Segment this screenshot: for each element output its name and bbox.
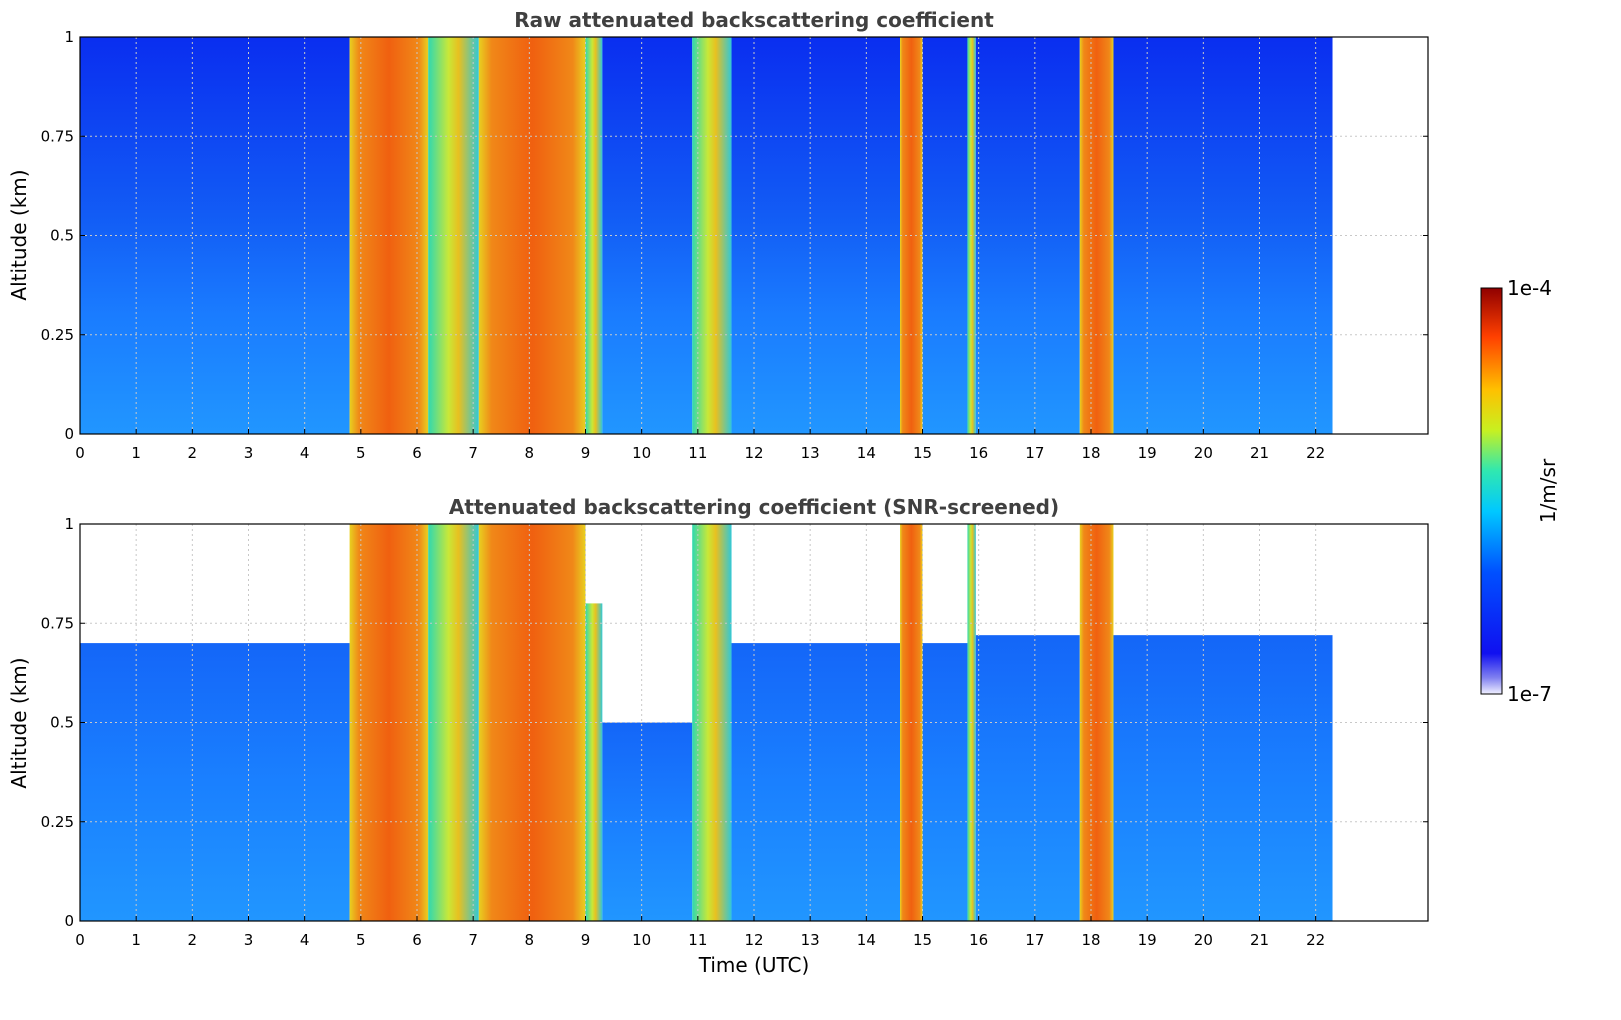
- x-tick-label: 22: [1306, 444, 1325, 462]
- colorbar-min-label: 1e-7: [1507, 682, 1552, 706]
- colorbar-unit-label: 1/m/sr: [1536, 458, 1560, 523]
- panel-raw-x-ticks: 0 1 2 3 4 5 6 7 8 9 10 11 12 13 14 15 16 17 18 19 20 21 22: [75, 429, 1325, 462]
- panel-screened-y-axis-label: Altitude (km): [7, 657, 31, 788]
- panel-screened-y-ticks: 0 0.25 0.5 0.75 1: [41, 515, 1428, 930]
- x-tick-label: 8: [525, 444, 535, 462]
- x-tick-label: 0: [75, 931, 85, 949]
- profile-segment-7: [731, 643, 901, 921]
- x-tick-label: 4: [300, 444, 310, 462]
- x-tick-label: 2: [188, 444, 198, 462]
- x-tick-label: 16: [969, 444, 988, 462]
- y-tick-label: 0.5: [50, 714, 74, 732]
- panel-raw-y-ticks: 0 0.25 0.5 0.75 1: [41, 28, 1428, 443]
- profile-segment-5: [602, 722, 693, 921]
- profile-segment-9: [922, 37, 968, 434]
- x-tick-label: 9: [581, 931, 591, 949]
- x-tick-label: 1: [131, 444, 141, 462]
- profile-segment-11: [975, 37, 1080, 434]
- colorbar: 1e-4 1e-7 1/m/sr: [1480, 276, 1560, 706]
- x-tick-label: 12: [744, 931, 763, 949]
- x-tick-label: 17: [1025, 444, 1044, 462]
- colorbar-gradient: [1480, 287, 1503, 695]
- x-tick-label: 13: [801, 444, 820, 462]
- x-tick-label: 10: [632, 444, 651, 462]
- x-tick-label: 18: [1081, 931, 1100, 949]
- y-tick-label: 0.75: [41, 127, 74, 145]
- profile-segment-3: [478, 524, 586, 921]
- x-tick-label: 10: [632, 931, 651, 949]
- y-tick-label: 0.25: [41, 326, 74, 344]
- x-tick-label: 19: [1138, 931, 1157, 949]
- x-tick-label: 19: [1138, 444, 1157, 462]
- panel-screened: Attenuated backscattering coefficient (S…: [7, 495, 1429, 977]
- profile-segment-4: [585, 603, 603, 921]
- y-tick-label: 0.25: [41, 813, 74, 831]
- profile-segment-0: [80, 643, 350, 921]
- panel-screened-grid: [79, 523, 1428, 922]
- y-tick-label: 1: [64, 28, 74, 46]
- x-tick-label: 5: [356, 931, 366, 949]
- x-tick-label: 8: [525, 931, 535, 949]
- panel-raw-y-axis-label: Altitude (km): [7, 169, 31, 300]
- x-tick-label: 15: [913, 444, 932, 462]
- panel-raw-title: Raw attenuated backscattering coefficien…: [514, 8, 994, 32]
- x-tick-label: 22: [1306, 931, 1325, 949]
- x-tick-label: 21: [1250, 444, 1269, 462]
- x-tick-label: 7: [468, 931, 478, 949]
- profile-segment-11: [975, 635, 1080, 921]
- x-tick-label: 1: [131, 931, 141, 949]
- x-tick-label: 14: [857, 444, 876, 462]
- profile-segment-9: [922, 643, 968, 921]
- profile-segment-5: [602, 37, 693, 434]
- x-tick-label: 20: [1194, 931, 1213, 949]
- x-tick-label: 11: [688, 931, 707, 949]
- y-tick-label: 1: [64, 515, 74, 533]
- panel-screened-title: Attenuated backscattering coefficient (S…: [449, 495, 1059, 519]
- x-tick-label: 3: [244, 444, 254, 462]
- x-tick-label: 16: [969, 931, 988, 949]
- x-tick-label: 17: [1025, 931, 1044, 949]
- x-tick-label: 9: [581, 444, 591, 462]
- panel-raw: Raw attenuated backscattering coefficien…: [7, 8, 1429, 462]
- y-tick-label: 0.5: [50, 227, 74, 245]
- x-tick-label: 14: [857, 931, 876, 949]
- x-axis-label: Time (UTC): [698, 953, 810, 977]
- x-tick-label: 12: [744, 444, 763, 462]
- x-tick-label: 6: [412, 444, 422, 462]
- x-tick-label: 7: [468, 444, 478, 462]
- x-tick-label: 3: [244, 931, 254, 949]
- x-tick-label: 5: [356, 444, 366, 462]
- y-tick-label: 0: [64, 912, 74, 930]
- y-tick-label: 0.75: [41, 614, 74, 632]
- panel-raw-grid: [79, 36, 1428, 435]
- x-tick-label: 6: [412, 931, 422, 949]
- x-tick-label: 2: [188, 931, 198, 949]
- x-tick-label: 13: [801, 931, 820, 949]
- y-tick-label: 0: [64, 425, 74, 443]
- x-tick-label: 11: [688, 444, 707, 462]
- profile-segment-13: [1113, 635, 1333, 921]
- x-tick-label: 20: [1194, 444, 1213, 462]
- x-tick-label: 15: [913, 931, 932, 949]
- x-tick-label: 18: [1081, 444, 1100, 462]
- x-tick-label: 21: [1250, 931, 1269, 949]
- x-tick-label: 0: [75, 444, 85, 462]
- colorbar-max-label: 1e-4: [1507, 276, 1552, 300]
- panel-screened-x-ticks: 0 1 2 3 4 5 6 7 8 9 10 11 12 13 14 15 16 17 18 19 20 21 22: [75, 916, 1325, 949]
- profile-segment-4: [585, 37, 603, 434]
- x-tick-label: 4: [300, 931, 310, 949]
- profile-segment-3: [478, 37, 586, 434]
